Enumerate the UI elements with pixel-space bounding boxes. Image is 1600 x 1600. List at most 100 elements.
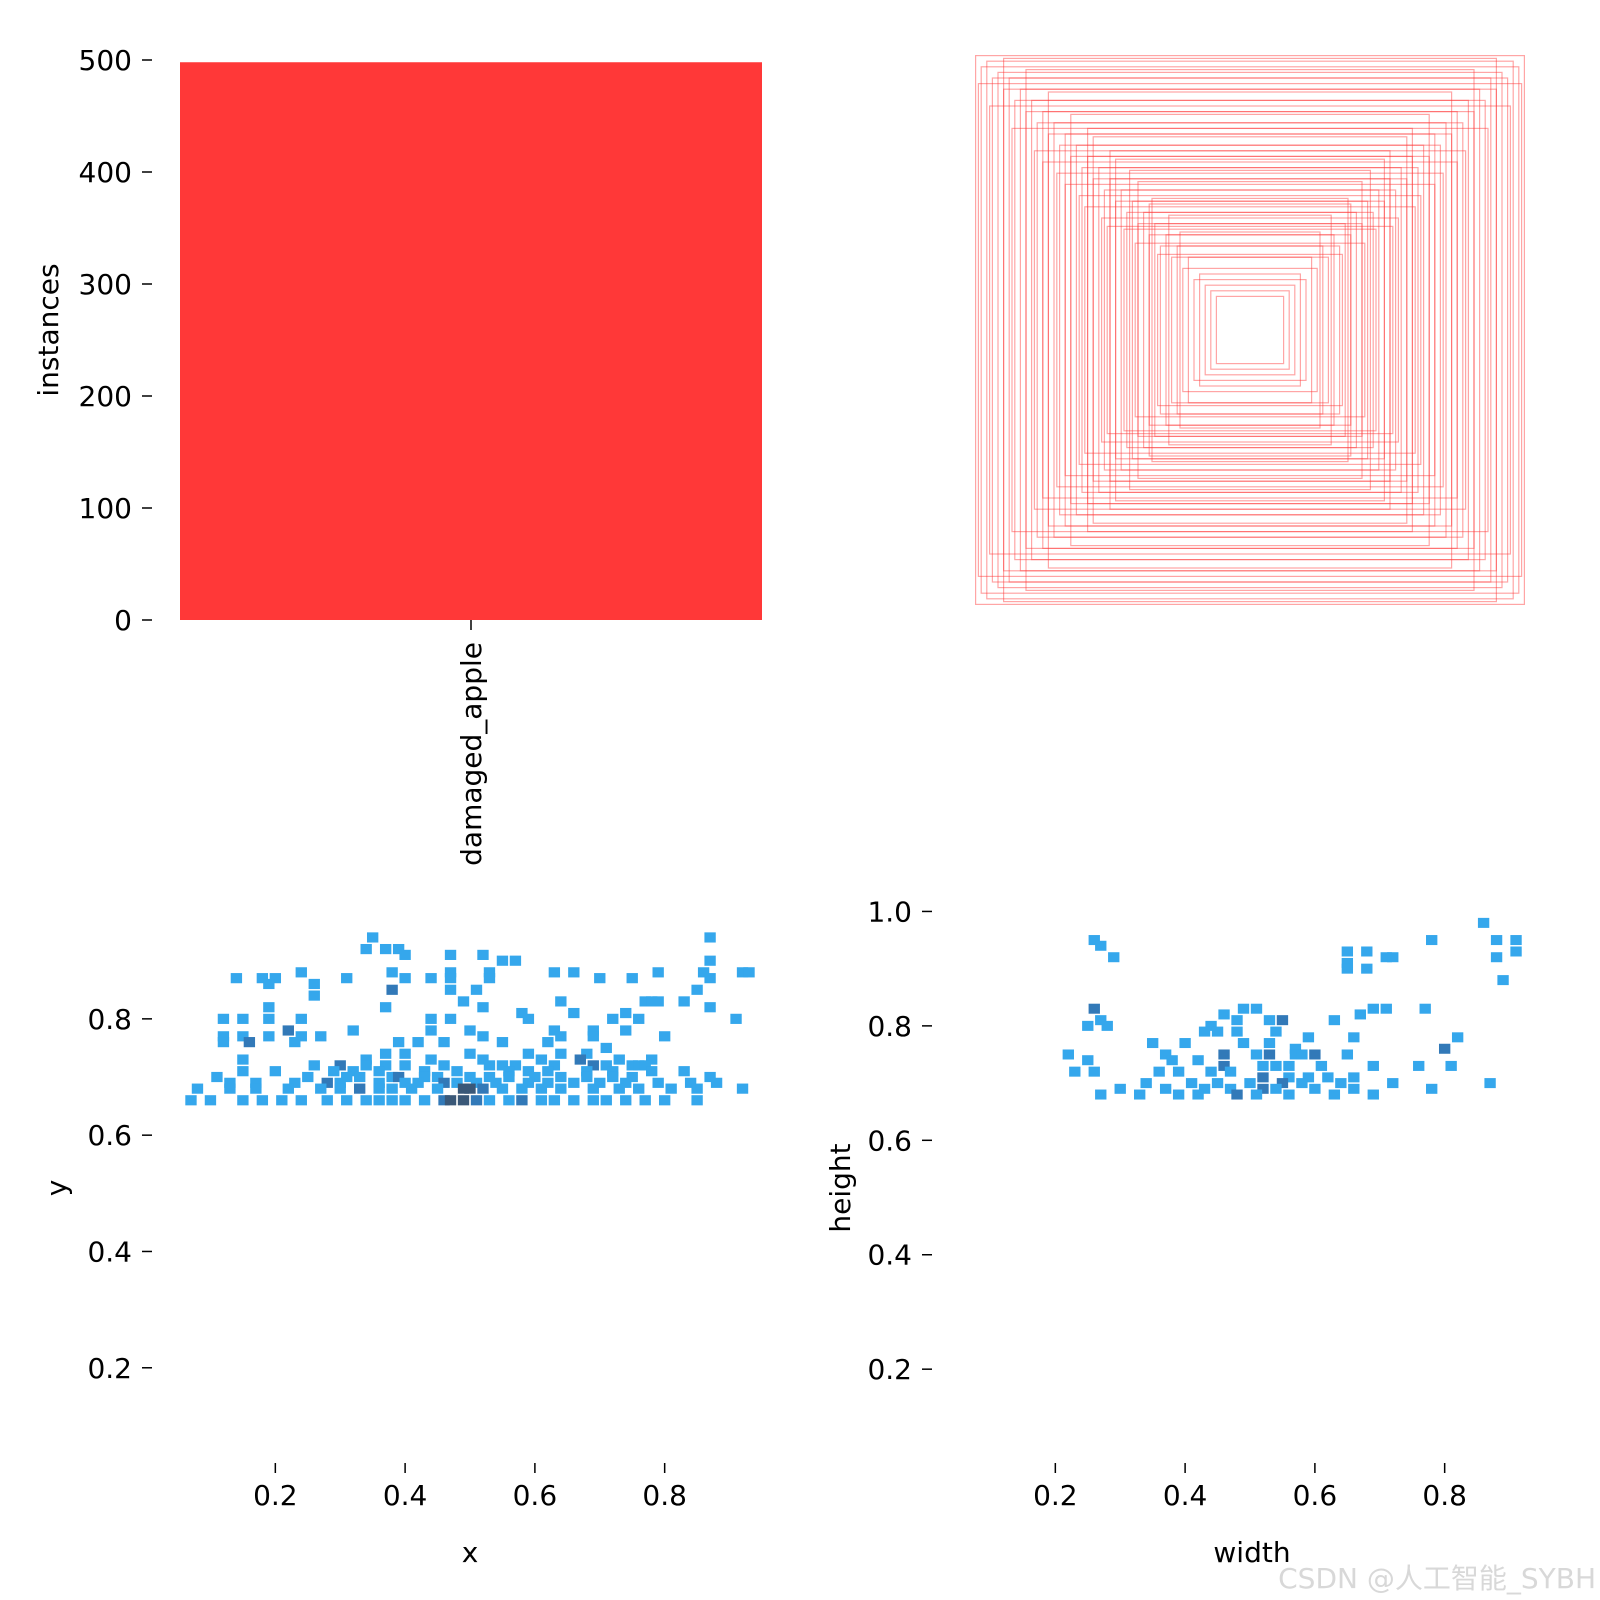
- xy-cell: [587, 1095, 599, 1106]
- xy-cell: [425, 1025, 437, 1036]
- xy-cell: [308, 1060, 320, 1071]
- wh-cell: [1159, 1083, 1172, 1094]
- xy-cell: [444, 1095, 457, 1106]
- bounding-box: [1176, 245, 1324, 415]
- bounding-box: [1047, 133, 1453, 527]
- xy-cell: [354, 1083, 366, 1094]
- wh-cell: [1250, 1089, 1263, 1100]
- wh-cell: [1134, 1089, 1146, 1100]
- xy-cell: [399, 1048, 411, 1059]
- xy-cell: [328, 1066, 340, 1077]
- xy-cell: [626, 1071, 638, 1083]
- xy-cell: [581, 1066, 593, 1077]
- xy-cell: [392, 1037, 405, 1048]
- wh-y-tick-label: 0.4: [867, 1239, 912, 1272]
- xy-cell: [457, 1083, 470, 1094]
- xy-cell: [542, 1037, 554, 1048]
- bounding-box: [1114, 200, 1385, 460]
- xy-y-tick-label: 0.6: [87, 1119, 132, 1152]
- wh-cell: [1231, 1015, 1243, 1026]
- xy-cell: [503, 1066, 515, 1077]
- wh-cell: [1477, 917, 1490, 928]
- wh-cell: [1263, 1049, 1276, 1060]
- xy-cell: [386, 967, 398, 978]
- wh-cell: [1257, 1060, 1269, 1071]
- xy-cell: [464, 1025, 476, 1036]
- bounding-box: [1070, 155, 1430, 505]
- bounding-box: [1168, 214, 1332, 446]
- xy-cell: [516, 1083, 528, 1094]
- wh-cell: [1354, 1009, 1366, 1020]
- xy-cell: [250, 1083, 262, 1094]
- xy-cell: [451, 1077, 463, 1088]
- bounding-box: [1204, 284, 1296, 376]
- xy-cell: [516, 1095, 528, 1106]
- bounding-box: [1154, 223, 1346, 438]
- xy-cell: [483, 1071, 496, 1083]
- xy-cell: [509, 1060, 522, 1071]
- bounding-box: [1215, 295, 1285, 365]
- xy-cell: [425, 1013, 437, 1024]
- wh-cell: [1095, 1015, 1107, 1026]
- xy-x-tick-label: 0.2: [253, 1479, 298, 1512]
- xy-cell: [600, 1060, 612, 1071]
- bounding-box: [1128, 169, 1371, 491]
- xy-cell: [587, 1083, 599, 1094]
- xy-cell: [483, 1060, 496, 1071]
- xy-cell: [282, 1025, 294, 1036]
- xy-cell: [581, 1048, 593, 1059]
- bar-marks: [180, 62, 762, 621]
- wh-cell: [1335, 1078, 1347, 1089]
- bounding-box: [980, 66, 1520, 594]
- xy-cell: [483, 973, 496, 984]
- wh-cell: [1302, 1072, 1315, 1083]
- xy-cell: [704, 1002, 716, 1013]
- wh-y-axis-label: height: [824, 1143, 857, 1232]
- bounding-box: [1109, 150, 1391, 510]
- xy-cell: [438, 1095, 450, 1106]
- wh-cell: [1270, 1026, 1282, 1037]
- wh-cell: [1095, 1089, 1107, 1100]
- xy-cell: [263, 978, 275, 990]
- wh-cell: [1283, 1072, 1295, 1083]
- bounding-box: [988, 105, 1511, 555]
- xy-cell: [250, 1077, 262, 1088]
- xy-x-axis-label: x: [462, 1536, 479, 1569]
- wh-cell: [1490, 935, 1503, 946]
- xy-y-tick-label: 0.2: [87, 1352, 132, 1385]
- xy-cell: [243, 1037, 256, 1048]
- xy-cell: [347, 1025, 359, 1036]
- xy-cell: [574, 1054, 586, 1065]
- wh-cell: [1426, 935, 1438, 946]
- wh-y-tick-label: 1.0: [867, 895, 912, 928]
- xy-cell: [594, 973, 606, 984]
- bounding-box: [1151, 197, 1349, 463]
- xy-cell: [613, 1083, 625, 1094]
- xy-cell: [639, 1095, 651, 1106]
- wh-cell: [1088, 935, 1100, 946]
- xy-cell: [360, 1095, 372, 1106]
- wh-cell: [1296, 1078, 1308, 1089]
- xy-cell: [704, 955, 716, 966]
- bounding-box: [1137, 223, 1363, 438]
- xy-cell: [334, 1060, 346, 1071]
- wh-cell: [1289, 1043, 1302, 1054]
- wh-cell: [1380, 1003, 1392, 1014]
- xy-cell: [295, 967, 307, 978]
- xy-cell: [477, 949, 489, 960]
- xy-cell: [691, 984, 703, 995]
- xy-cell: [464, 1083, 476, 1094]
- xy-cell: [600, 1042, 612, 1054]
- xy-cell: [548, 1095, 561, 1106]
- bounding-box: [1126, 211, 1374, 449]
- xy-cell: [633, 1083, 645, 1094]
- wh-cell: [1101, 1020, 1113, 1031]
- xy-cell: [418, 1066, 431, 1077]
- xy-cell: [373, 1077, 385, 1088]
- bounding-box: [1064, 133, 1436, 527]
- wh-cell: [1322, 1072, 1334, 1083]
- wh-cell: [1497, 975, 1509, 986]
- xy-cell: [399, 949, 411, 960]
- xy-cell: [568, 1095, 580, 1106]
- bounding-box: [1033, 150, 1467, 510]
